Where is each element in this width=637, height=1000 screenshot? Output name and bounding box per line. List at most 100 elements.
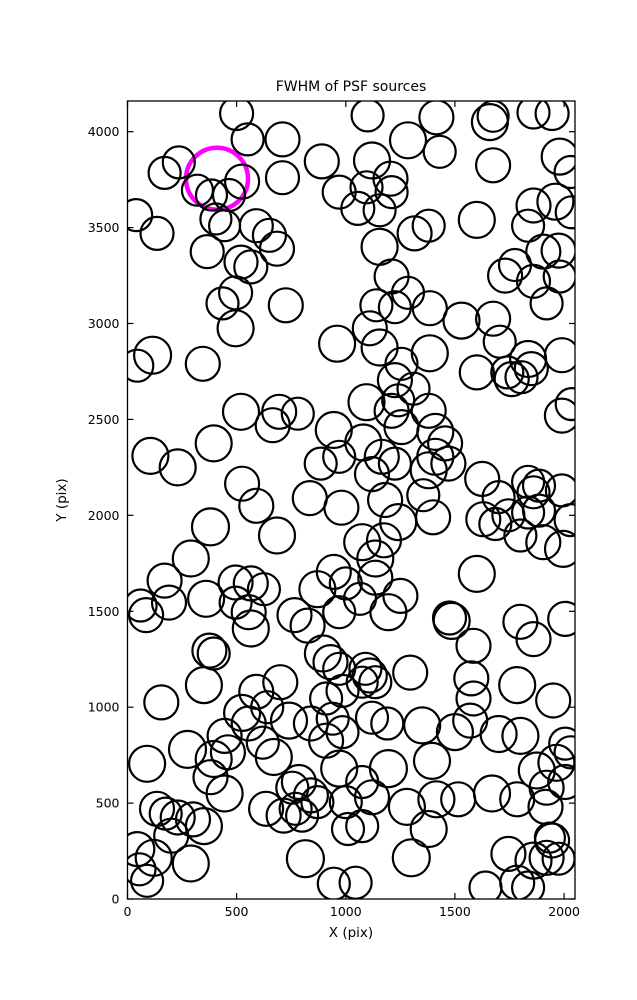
psf_sources-marker <box>358 665 393 700</box>
psf_sources-marker <box>230 122 265 157</box>
psf_sources-marker <box>503 518 538 553</box>
psf_sources-marker <box>269 701 309 740</box>
psf_sources-marker <box>457 554 496 594</box>
psf_sources-marker <box>351 310 388 347</box>
psf_sources-marker <box>216 309 255 348</box>
axes-frame <box>126 100 576 900</box>
psf_sources-marker <box>171 844 210 883</box>
psf_sources-marker <box>487 257 524 294</box>
psf_sources-marker <box>472 774 512 813</box>
psf_sources-marker <box>323 489 360 526</box>
psf_sources-marker <box>359 288 394 323</box>
y-tick-label: 3500 <box>88 220 120 235</box>
psf_sources-marker <box>465 501 502 538</box>
psf_sources-marker <box>315 553 352 591</box>
psf_sources-marker <box>264 121 301 158</box>
psf_sources-marker <box>303 446 338 481</box>
psf_sources-marker <box>224 163 261 200</box>
psf_sources-marker <box>553 503 575 538</box>
psf_sources-marker <box>396 215 433 252</box>
psf_sources-marker <box>528 839 565 876</box>
psf_sources-marker <box>515 620 552 658</box>
psf_sources-marker <box>196 636 231 671</box>
psf_sources-marker <box>338 865 373 899</box>
psf_sources-marker <box>453 660 490 697</box>
y-tick-label: 3000 <box>88 316 120 331</box>
psf_sources-marker <box>171 539 210 578</box>
y-tick-label: 0 <box>112 892 120 907</box>
psf_sources-marker <box>365 522 403 559</box>
psf_sources-marker <box>501 716 540 756</box>
psf_sources-marker <box>535 682 572 719</box>
psf_sources-marker <box>516 475 551 510</box>
y-tick-label: 500 <box>96 796 120 811</box>
psf_sources-marker <box>499 864 536 899</box>
psf_sources-marker <box>515 263 552 299</box>
psf_sources-marker <box>440 781 477 818</box>
psf_sources-marker <box>194 178 229 212</box>
psf_sources-marker <box>150 584 188 621</box>
psf_sources-marker <box>455 627 492 664</box>
psf_sources-marker <box>553 735 575 770</box>
psf_sources-marker <box>510 208 546 243</box>
psf_sources-marker <box>391 838 431 878</box>
psf_sources-marker <box>422 134 457 169</box>
psf_sources-marker <box>278 791 313 826</box>
psf_sources-marker <box>280 396 315 431</box>
psf_sources-marker <box>511 870 546 899</box>
x-tick-label: 500 <box>225 904 249 919</box>
psf_sources-marker <box>470 102 509 142</box>
psf_sources-marker <box>367 481 404 519</box>
psf_sources-marker <box>540 137 575 176</box>
psf_sources-marker <box>316 866 351 899</box>
x-tick-label: 1000 <box>330 904 362 919</box>
psf_sources-marker <box>245 725 280 760</box>
psf_sources-marker <box>490 355 525 390</box>
psf_sources-marker <box>536 182 575 221</box>
psf_sources-marker <box>264 160 301 196</box>
psf_sources-marker <box>430 445 467 482</box>
psf_sources-marker <box>189 234 225 270</box>
psf_sources-marker <box>377 446 412 481</box>
psf_sources-marker <box>476 101 510 133</box>
psf_sources-marker <box>356 539 395 578</box>
psf_sources-marker <box>194 424 233 463</box>
psf_sources-marker <box>230 705 267 742</box>
psf_sources-marker <box>540 232 575 269</box>
psf_sources-marker <box>410 392 447 429</box>
psf_sources-marker <box>265 797 302 834</box>
y-axis-label: Y (pix) <box>54 478 70 522</box>
psf_sources-marker <box>493 361 530 398</box>
psf_sources-marker <box>340 190 376 226</box>
chart-title: FWHM of PSF sources <box>276 79 427 95</box>
psf_sources-marker <box>167 729 208 770</box>
psf_sources-marker <box>322 439 357 474</box>
y-tick-label: 1000 <box>88 700 120 715</box>
psf_sources-marker <box>435 712 474 752</box>
psf_sources-marker <box>543 529 575 568</box>
psf_sources-marker <box>344 423 383 462</box>
psf_sources-marker <box>350 101 385 133</box>
psf_sources-marker <box>223 244 259 280</box>
psf_sources-marker <box>418 101 455 136</box>
psf_sources-marker <box>554 195 575 230</box>
psf_sources-marker <box>258 230 296 267</box>
psf_sources-marker <box>382 577 419 615</box>
psf_sources-marker <box>127 588 158 623</box>
psf_sources-marker <box>351 657 388 694</box>
psf_sources-marker <box>412 741 452 781</box>
psf_sources-marker <box>516 101 551 130</box>
psf_sources-marker <box>360 328 399 367</box>
y-tick-label: 2000 <box>88 508 120 523</box>
psf_sources-marker <box>392 654 429 691</box>
psf_sources-marker <box>388 121 428 160</box>
psf_sources-marker <box>224 465 261 502</box>
psf_sources-marker <box>159 799 196 836</box>
psf_sources-marker <box>291 480 328 517</box>
psf_sources-marker <box>376 362 413 399</box>
psf_sources-marker <box>357 559 394 596</box>
psf_sources-marker <box>547 600 575 637</box>
psf_sources-marker <box>534 101 570 132</box>
psf_sources-marker <box>513 351 549 387</box>
psf_sources-marker <box>348 651 383 686</box>
